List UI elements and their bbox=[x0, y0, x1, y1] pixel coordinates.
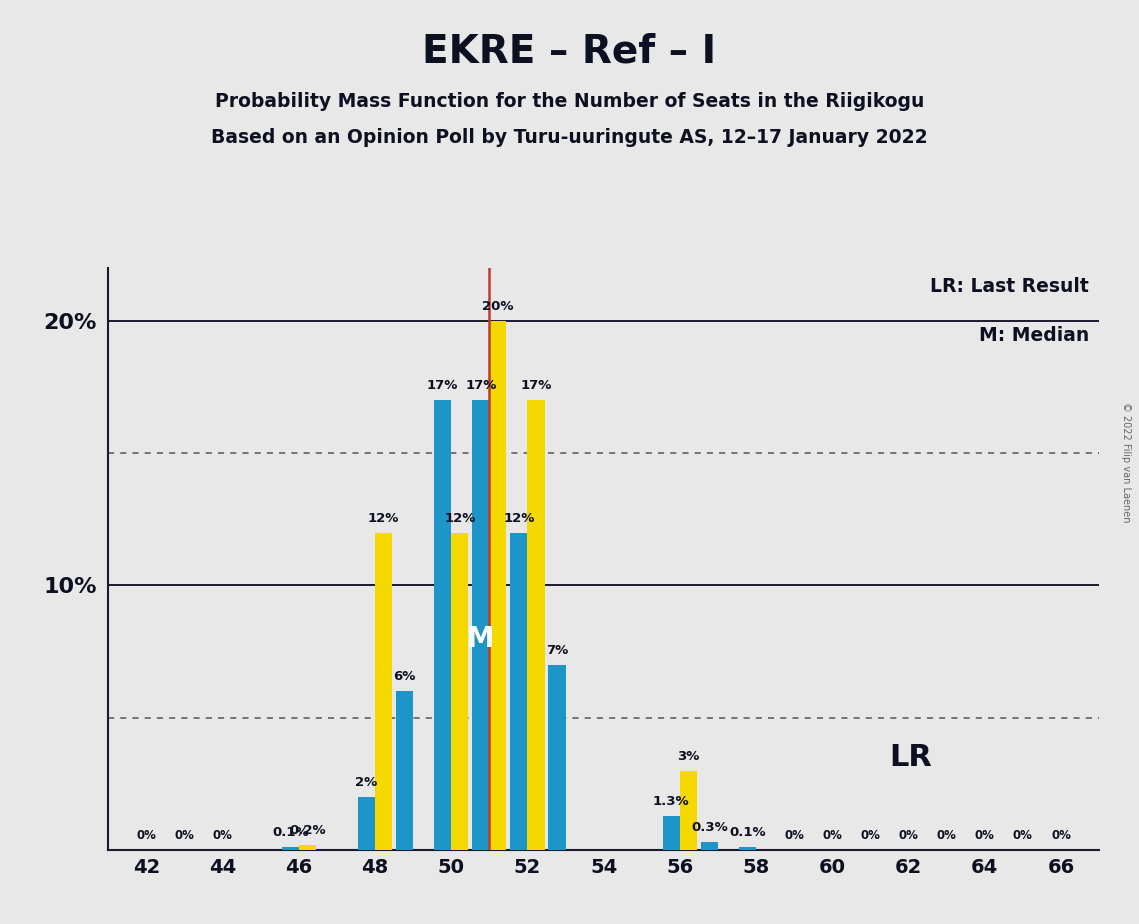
Text: 0%: 0% bbox=[1051, 829, 1071, 842]
Text: 2%: 2% bbox=[355, 776, 377, 789]
Bar bbox=[490, 321, 507, 850]
Text: M: M bbox=[467, 625, 494, 652]
Text: 0%: 0% bbox=[785, 829, 804, 842]
Text: 1.3%: 1.3% bbox=[653, 795, 689, 808]
Text: 17%: 17% bbox=[521, 380, 551, 393]
Bar bbox=[473, 400, 490, 850]
Text: 0.1%: 0.1% bbox=[272, 826, 309, 840]
Bar bbox=[375, 532, 392, 850]
Bar bbox=[451, 532, 468, 850]
Text: Based on an Opinion Poll by Turu-uuringute AS, 12–17 January 2022: Based on an Opinion Poll by Turu-uuringu… bbox=[211, 128, 928, 147]
Text: 12%: 12% bbox=[444, 512, 475, 525]
Text: © 2022 Filip van Laenen: © 2022 Filip van Laenen bbox=[1121, 402, 1131, 522]
Bar bbox=[663, 816, 680, 850]
Text: 12%: 12% bbox=[503, 512, 534, 525]
Text: 0%: 0% bbox=[1013, 829, 1033, 842]
Bar bbox=[548, 665, 566, 850]
Bar bbox=[434, 400, 451, 850]
Text: Probability Mass Function for the Number of Seats in the Riigikogu: Probability Mass Function for the Number… bbox=[215, 92, 924, 112]
Text: 6%: 6% bbox=[393, 671, 416, 684]
Bar bbox=[700, 842, 718, 850]
Bar bbox=[281, 847, 298, 850]
Text: 0%: 0% bbox=[899, 829, 918, 842]
Bar bbox=[510, 532, 527, 850]
Bar bbox=[739, 847, 756, 850]
Bar bbox=[680, 771, 697, 850]
Text: 20%: 20% bbox=[482, 300, 514, 313]
Text: 17%: 17% bbox=[465, 380, 497, 393]
Text: M: Median: M: Median bbox=[980, 326, 1089, 346]
Text: 17%: 17% bbox=[427, 380, 458, 393]
Text: 0.2%: 0.2% bbox=[289, 824, 326, 837]
Text: 7%: 7% bbox=[546, 644, 568, 657]
Text: EKRE – Ref – I: EKRE – Ref – I bbox=[423, 32, 716, 70]
Text: 0.1%: 0.1% bbox=[729, 826, 765, 840]
Text: 0%: 0% bbox=[213, 829, 232, 842]
Text: LR: Last Result: LR: Last Result bbox=[931, 276, 1089, 296]
Text: 0%: 0% bbox=[936, 829, 957, 842]
Text: 0%: 0% bbox=[975, 829, 994, 842]
Bar bbox=[527, 400, 544, 850]
Bar bbox=[358, 797, 375, 850]
Bar bbox=[298, 845, 316, 850]
Text: 0%: 0% bbox=[861, 829, 880, 842]
Text: 0%: 0% bbox=[174, 829, 195, 842]
Bar bbox=[396, 691, 413, 850]
Text: 0%: 0% bbox=[137, 829, 156, 842]
Text: 0.3%: 0.3% bbox=[691, 821, 728, 834]
Text: 3%: 3% bbox=[678, 749, 699, 763]
Text: 12%: 12% bbox=[368, 512, 400, 525]
Text: 0%: 0% bbox=[822, 829, 842, 842]
Text: LR: LR bbox=[890, 743, 933, 772]
